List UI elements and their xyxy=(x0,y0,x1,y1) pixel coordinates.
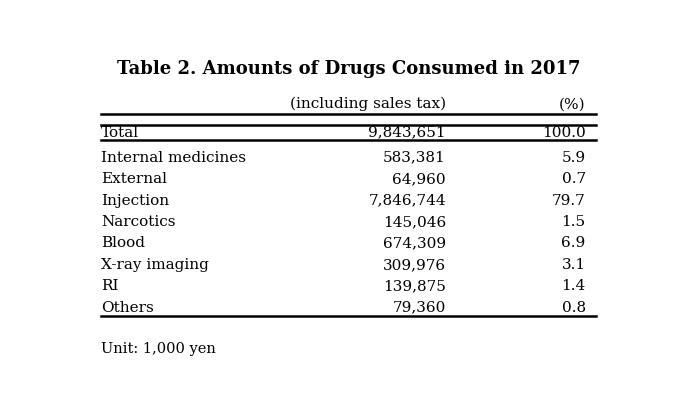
Text: 3.1: 3.1 xyxy=(562,258,585,272)
Text: Total: Total xyxy=(101,126,139,139)
Text: Blood: Blood xyxy=(101,236,145,250)
Text: 79,360: 79,360 xyxy=(392,301,446,315)
Text: 64,960: 64,960 xyxy=(392,172,446,186)
Text: Table 2. Amounts of Drugs Consumed in 2017: Table 2. Amounts of Drugs Consumed in 20… xyxy=(117,60,580,78)
Text: Unit: 1,000 yen: Unit: 1,000 yen xyxy=(101,342,216,356)
Text: 7,846,744: 7,846,744 xyxy=(369,193,446,207)
Text: 0.8: 0.8 xyxy=(562,301,585,315)
Text: 309,976: 309,976 xyxy=(383,258,446,272)
Text: 674,309: 674,309 xyxy=(383,236,446,250)
Text: X-ray imaging: X-ray imaging xyxy=(101,258,209,272)
Text: RI: RI xyxy=(101,279,118,293)
Text: 145,046: 145,046 xyxy=(383,215,446,229)
Text: 139,875: 139,875 xyxy=(383,279,446,293)
Text: 583,381: 583,381 xyxy=(384,151,446,165)
Text: 100.0: 100.0 xyxy=(542,126,585,139)
Text: 1.5: 1.5 xyxy=(562,215,585,229)
Text: 0.7: 0.7 xyxy=(562,172,585,186)
Text: 79.7: 79.7 xyxy=(552,193,585,207)
Text: Narcotics: Narcotics xyxy=(101,215,175,229)
Text: 6.9: 6.9 xyxy=(562,236,585,250)
Text: Internal medicines: Internal medicines xyxy=(101,151,245,165)
Text: (%): (%) xyxy=(559,97,585,111)
Text: 1.4: 1.4 xyxy=(562,279,585,293)
Text: Injection: Injection xyxy=(101,193,169,207)
Text: (including sales tax): (including sales tax) xyxy=(290,97,446,111)
Text: External: External xyxy=(101,172,167,186)
Text: 5.9: 5.9 xyxy=(562,151,585,165)
Text: Others: Others xyxy=(101,301,154,315)
Text: 9,843,651: 9,843,651 xyxy=(369,126,446,139)
